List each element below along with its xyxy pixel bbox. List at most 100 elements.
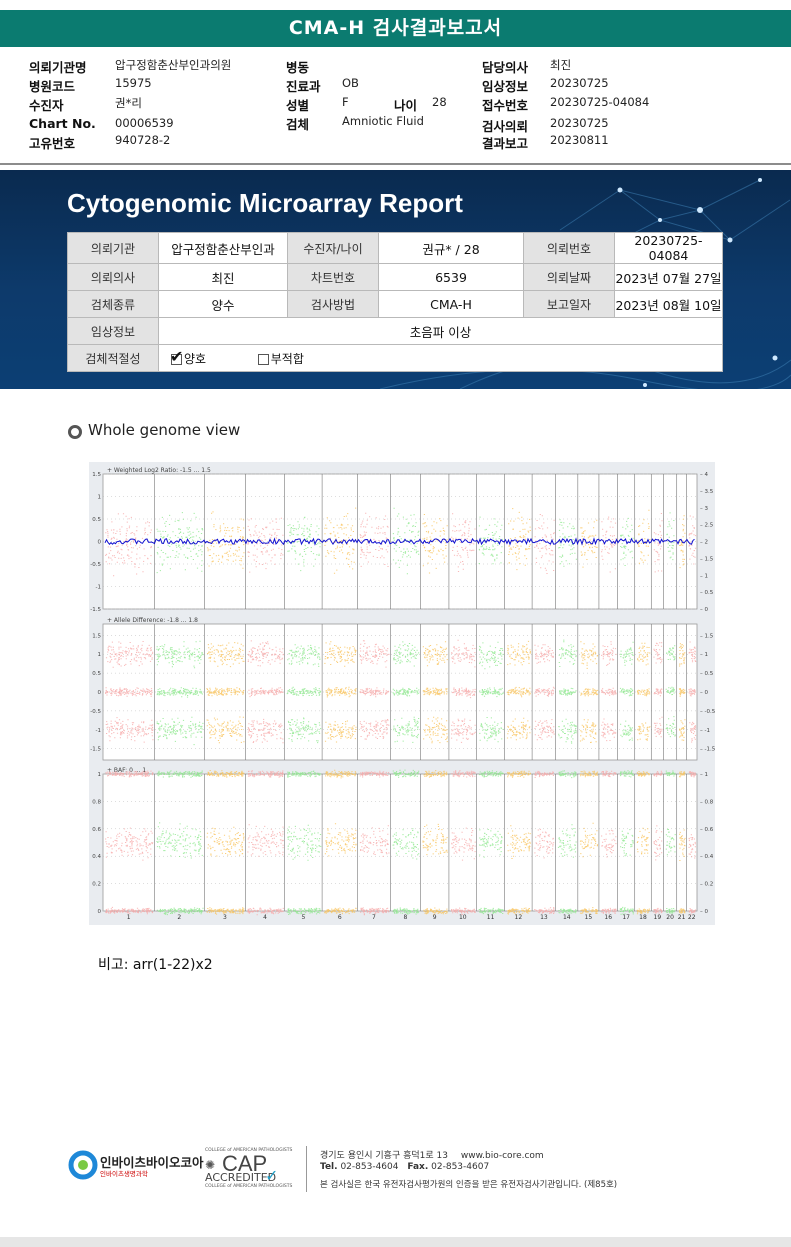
chromosome-datapoints: [206, 642, 245, 744]
info-label: 병원코드: [29, 79, 76, 94]
chromosome-label: 18: [639, 914, 647, 921]
whole-genome-title: Whole genome view: [88, 421, 241, 439]
right-tick-label: – 1: [700, 652, 708, 658]
chromosome-datapoints: [601, 516, 617, 573]
checkmark-icon: ✔: [170, 346, 184, 366]
chromosome-datapoints: [688, 771, 697, 915]
right-tick-label: – 0.5: [700, 671, 714, 677]
right-tick-label: – -1: [700, 728, 710, 734]
chromosome-datapoints: [534, 644, 555, 741]
left-tick-label: 1: [98, 495, 102, 501]
chromosome-label: 6: [338, 914, 342, 921]
left-tick-label: 0.2: [92, 882, 101, 888]
chromosome-datapoints: [324, 641, 357, 743]
section-title: Whole genome view: [68, 421, 240, 439]
patient-info: 의뢰기관명 압구정함춘산부인과의원 병원코드 15975 수진자 권*리 Cha…: [0, 52, 791, 162]
chart-panel: + BAF: 0 ... 1 1 0.8 0.6 0.4 0.2 0 – 1 – 0.8 – 0.…: [92, 767, 714, 916]
table-header-cell: 의뢰날짜: [523, 263, 615, 291]
chromosome-label: 12: [515, 914, 523, 921]
chromosome-datapoints: [287, 516, 321, 572]
info-label: 수진자: [29, 98, 64, 113]
banner-title: Cytogenomic Microarray Report: [67, 188, 463, 218]
right-tick-label: – 2.5: [700, 523, 714, 529]
bottom-bar: [0, 1237, 791, 1247]
left-tick-label: 1.5: [92, 633, 101, 639]
info-label: 접수번호: [482, 98, 529, 113]
chromosome-datapoints: [688, 641, 697, 743]
cap-accredited: ACCREDITED: [205, 1171, 277, 1184]
adequacy-cell: ✔ 양호 부적합: [158, 344, 723, 372]
footer: 인바이츠바이오코아 인바이츠생명과학 COLLEGE of AMERICAN P…: [0, 1140, 791, 1200]
info-label: 결과보고: [482, 136, 529, 151]
chromosome-label: 5: [301, 914, 305, 921]
table-header-cell: 보고일자: [523, 290, 615, 318]
chromosome-datapoints: [665, 645, 676, 738]
table-cell: 권규* / 28: [378, 232, 524, 264]
company-name: 인바이츠바이오코아: [100, 1155, 204, 1170]
chromosome-label: 14: [563, 914, 571, 921]
clinical-info-cell: 초음파 이상: [158, 317, 723, 345]
info-label: 담당의사: [482, 60, 529, 75]
fax: 02-853-4607: [431, 1162, 490, 1172]
info-value: 20230811: [550, 133, 609, 147]
chromosome-datapoints: [422, 514, 448, 574]
left-tick-label: -1: [96, 728, 101, 734]
chromosome-datapoints: [508, 508, 531, 571]
chromosome-datapoints: [105, 770, 154, 915]
genome-chart: + Weighted Log2 Ratio: -1.5 ... 1.5 1.5 1 0…: [89, 462, 716, 925]
chart-panel: + Weighted Log2 Ratio: -1.5 ... 1.5 1.5 1 0…: [90, 467, 713, 613]
panel-title: + Weighted Log2 Ratio: -1.5 ... 1.5: [107, 467, 211, 474]
chromosome-datapoints: [359, 512, 389, 567]
chromosome-datapoints: [105, 513, 152, 577]
chromosome-label: 22: [688, 914, 696, 921]
right-tick-label: – 0.8: [700, 799, 714, 805]
address: 경기도 용인시 기흥구 흥덕1로 13: [320, 1151, 448, 1161]
table-cell: CMA-H: [378, 290, 524, 318]
company-logo-icon: [68, 1150, 98, 1180]
table-cell: 20230725-04084: [614, 232, 723, 264]
tel: 02-853-4604: [340, 1162, 399, 1172]
website-link[interactable]: www.bio-core.com: [460, 1151, 544, 1161]
chromosome-label: 8: [403, 914, 407, 921]
info-value: 15975: [115, 76, 152, 90]
right-tick-label: – 0.4: [700, 854, 714, 860]
info-label: 성별: [286, 98, 310, 113]
genome-chart-svg: + Weighted Log2 Ratio: -1.5 ... 1.5 1.5 1 0…: [90, 467, 715, 921]
adequacy-bad-label: 부적합: [270, 351, 304, 366]
report-banner: Cytogenomic Microarray Report 의뢰기관 압구정함춘…: [0, 170, 791, 389]
chromosome-datapoints: [534, 514, 555, 574]
chromosome-label: 11: [487, 914, 495, 921]
table-cell: 최진: [158, 263, 288, 291]
chromosome-datapoints: [392, 507, 420, 575]
chromosome-label: 16: [604, 914, 612, 921]
checkbox-good[interactable]: ✔: [170, 347, 183, 366]
adequacy-good-label: 양호: [184, 351, 207, 366]
checkbox-bad[interactable]: [257, 353, 269, 365]
chromosome-datapoints: [479, 641, 504, 743]
left-tick-label: 0.4: [92, 854, 101, 860]
cap-bottom-text: COLLEGE of AMERICAN PATHOLOGISTS: [205, 1184, 293, 1189]
left-tick-label: -1.5: [90, 607, 101, 613]
chromosome-datapoints: [579, 770, 599, 915]
info-label: 임상정보: [482, 79, 529, 94]
right-tick-label: – 0.6: [700, 827, 714, 833]
info-label: 나이: [394, 98, 418, 113]
chromosome-label: 15: [585, 914, 593, 921]
right-tick-label: – 1: [700, 772, 708, 778]
info-label: 병동: [286, 60, 310, 75]
chromosome-datapoints: [678, 643, 686, 741]
divider: [0, 163, 791, 165]
chromosome-datapoints: [247, 517, 284, 573]
left-tick-label: 0.6: [92, 827, 101, 833]
report-summary-table: 의뢰기관 압구정함춘산부인과 수진자/나이 권규* / 28 의뢰번호 2023…: [67, 232, 723, 372]
chromosome-datapoints: [580, 519, 598, 568]
right-tick-label: – 0: [700, 690, 708, 696]
chromosome-datapoints: [653, 513, 663, 573]
left-tick-label: -1: [96, 585, 101, 591]
chromosome-datapoints: [688, 515, 697, 565]
chromosome-datapoints: [206, 511, 245, 569]
chromosome-datapoints: [601, 641, 617, 742]
table-header-cell: 수진자/나이: [287, 232, 379, 264]
left-tick-label: 0: [98, 690, 102, 696]
chromosome-datapoints: [507, 770, 531, 916]
